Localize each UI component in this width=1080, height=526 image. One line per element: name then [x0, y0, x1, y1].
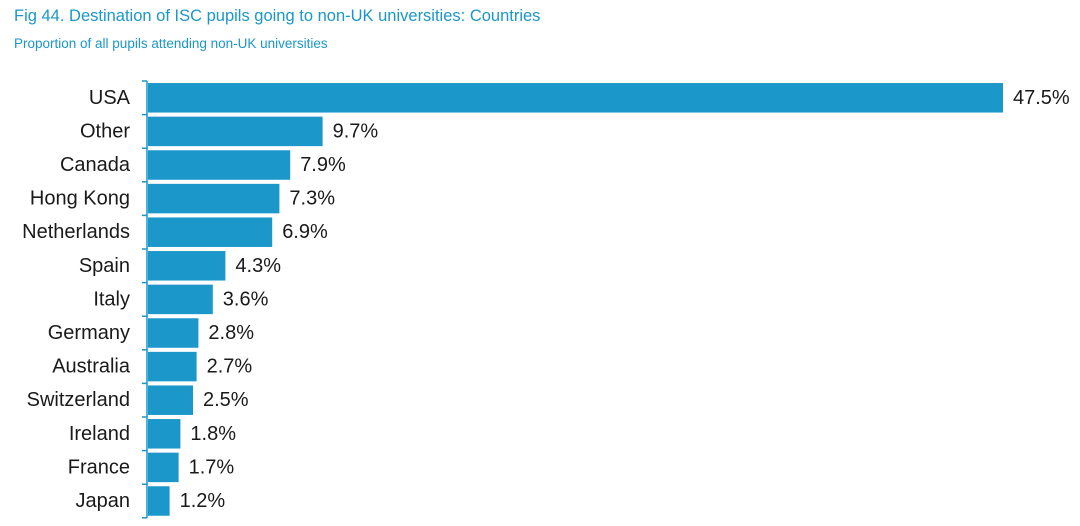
value-label: 6.9%: [282, 221, 328, 243]
category-label: Australia: [52, 356, 131, 378]
value-label: 1.2%: [180, 490, 226, 512]
category-label: Ireland: [69, 423, 130, 445]
bar: [148, 284, 213, 315]
bar: [148, 150, 291, 180]
value-label: 7.3%: [289, 188, 335, 210]
value-label: 2.8%: [208, 322, 254, 344]
bar: [148, 318, 199, 348]
bar: [148, 183, 280, 214]
category-label: Canada: [60, 154, 131, 176]
category-label: Spain: [79, 255, 130, 277]
category-label: France: [68, 456, 130, 478]
category-label: Hong Kong: [30, 188, 130, 210]
category-label: Germany: [48, 322, 130, 344]
value-label: 2.5%: [203, 389, 249, 411]
value-label: 1.7%: [189, 456, 235, 478]
value-label: 3.6%: [223, 288, 269, 310]
value-label: 9.7%: [333, 120, 379, 142]
bar: [148, 452, 179, 483]
bar: [148, 486, 170, 516]
category-label: Other: [80, 120, 130, 142]
category-label: Netherlands: [22, 221, 130, 243]
category-label: Italy: [93, 288, 130, 310]
category-label: Japan: [76, 490, 131, 512]
bar: [148, 419, 181, 449]
chart-title: Fig 44. Destination of ISC pupils going …: [14, 7, 541, 25]
value-label: 47.5%: [1013, 87, 1070, 109]
category-label: Switzerland: [27, 389, 130, 411]
bar: [148, 217, 273, 247]
value-label: 2.7%: [207, 356, 253, 378]
chart-subtitle: Proportion of all pupils attending non-U…: [14, 36, 328, 51]
bar: [148, 251, 226, 281]
bar: [148, 116, 323, 147]
bar: [148, 83, 1003, 113]
value-label: 4.3%: [235, 255, 281, 277]
bar: [148, 351, 197, 382]
value-label: 1.8%: [190, 423, 236, 445]
bar: [148, 385, 193, 415]
value-label: 7.9%: [300, 154, 346, 176]
category-label: USA: [89, 87, 131, 109]
